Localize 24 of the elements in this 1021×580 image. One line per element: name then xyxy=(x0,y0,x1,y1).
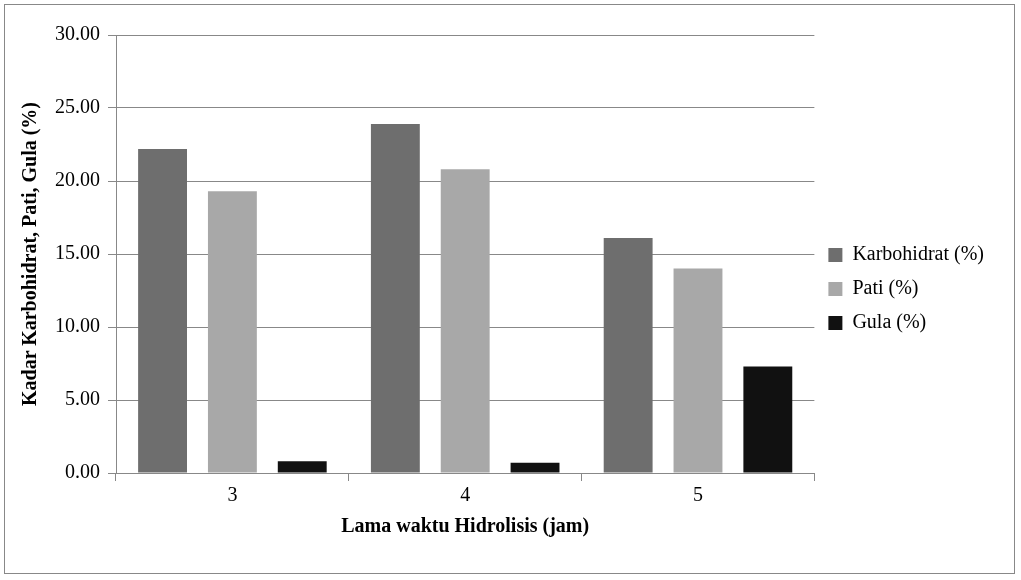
bar xyxy=(370,124,420,473)
y-tick-label: 25.00 xyxy=(55,95,100,118)
y-tick-label: 30.00 xyxy=(55,22,100,45)
bar xyxy=(277,461,327,473)
bar xyxy=(743,366,793,473)
x-tick-label: 5 xyxy=(692,483,703,506)
y-tick-label: 10.00 xyxy=(55,314,100,337)
x-axis-title: Lama waktu Hidrolisis (jam) xyxy=(341,514,590,538)
legend-label: Karbohidrat (%) xyxy=(852,242,985,266)
bar xyxy=(138,148,187,473)
x-tick-label: 3 xyxy=(227,483,238,506)
bar xyxy=(603,237,653,473)
x-tick-label: 4 xyxy=(460,483,471,506)
y-axis-title: Kadar Karbohidrat, Pati, Gula (%) xyxy=(18,101,42,407)
y-tick-label: 20.00 xyxy=(55,168,100,191)
bar xyxy=(510,462,560,473)
legend-label: Pati (%) xyxy=(852,276,919,300)
bar xyxy=(440,169,490,473)
y-tick-label: 5.00 xyxy=(65,387,100,410)
legend-label: Gula (%) xyxy=(852,310,927,334)
y-tick-label: 0.00 xyxy=(65,460,100,483)
bar xyxy=(673,268,723,473)
bar xyxy=(207,191,257,473)
y-tick-label: 15.00 xyxy=(55,241,100,264)
